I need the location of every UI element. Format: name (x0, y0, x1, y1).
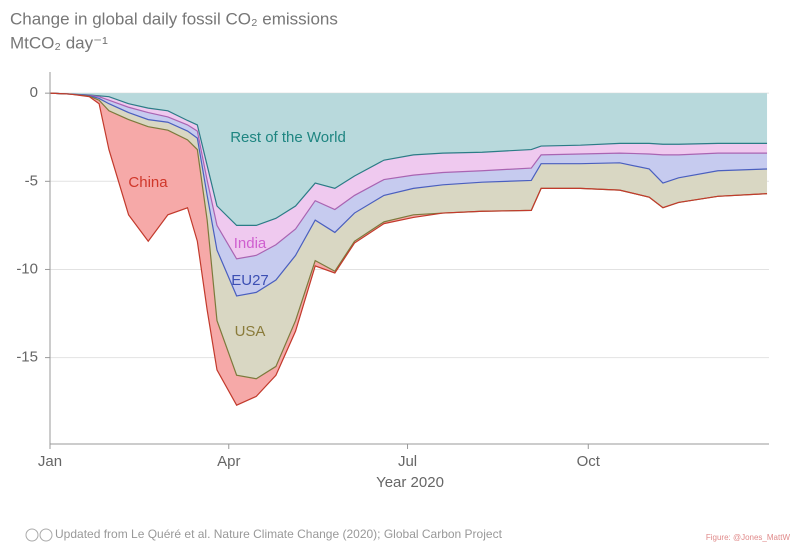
series-label: India (234, 235, 267, 252)
x-tick-label: Apr (217, 453, 240, 470)
series-label: China (128, 174, 168, 191)
x-axis-label: Year 2020 (376, 474, 444, 491)
area-edge (49, 92, 768, 406)
y-tick-label: -15 (16, 349, 38, 366)
y-tick-label: -5 (25, 172, 38, 189)
chart-title: Change in global daily fossil CO₂ emissi… (10, 9, 338, 28)
x-tick-label: Oct (577, 453, 601, 470)
plot-area: 0 -5 -10 -15 Rest of the World India EU27 USA Ch… (16, 72, 769, 470)
x-tick-label: Jul (398, 453, 417, 470)
credit: Figure: @Jones_MattW (706, 533, 791, 542)
y-tick-label: 0 (30, 84, 38, 101)
area-band (50, 93, 768, 379)
area-edge (49, 92, 768, 260)
by-icon (39, 528, 53, 542)
area-band (50, 93, 768, 406)
cc-icon (25, 528, 39, 542)
x-tick-label: Jan (38, 453, 62, 470)
y-tick-label: -10 (16, 260, 38, 277)
y-axis-unit: MtCO₂ day⁻¹ (10, 33, 108, 52)
area-band (50, 93, 768, 226)
series-label: EU27 (231, 272, 269, 289)
area-edge (49, 92, 768, 226)
area-edge (49, 92, 768, 297)
source-note: Updated from Le Quéré et al. Nature Clim… (55, 527, 503, 541)
series-label: Rest of the World (230, 129, 346, 146)
series-label: USA (235, 323, 266, 340)
